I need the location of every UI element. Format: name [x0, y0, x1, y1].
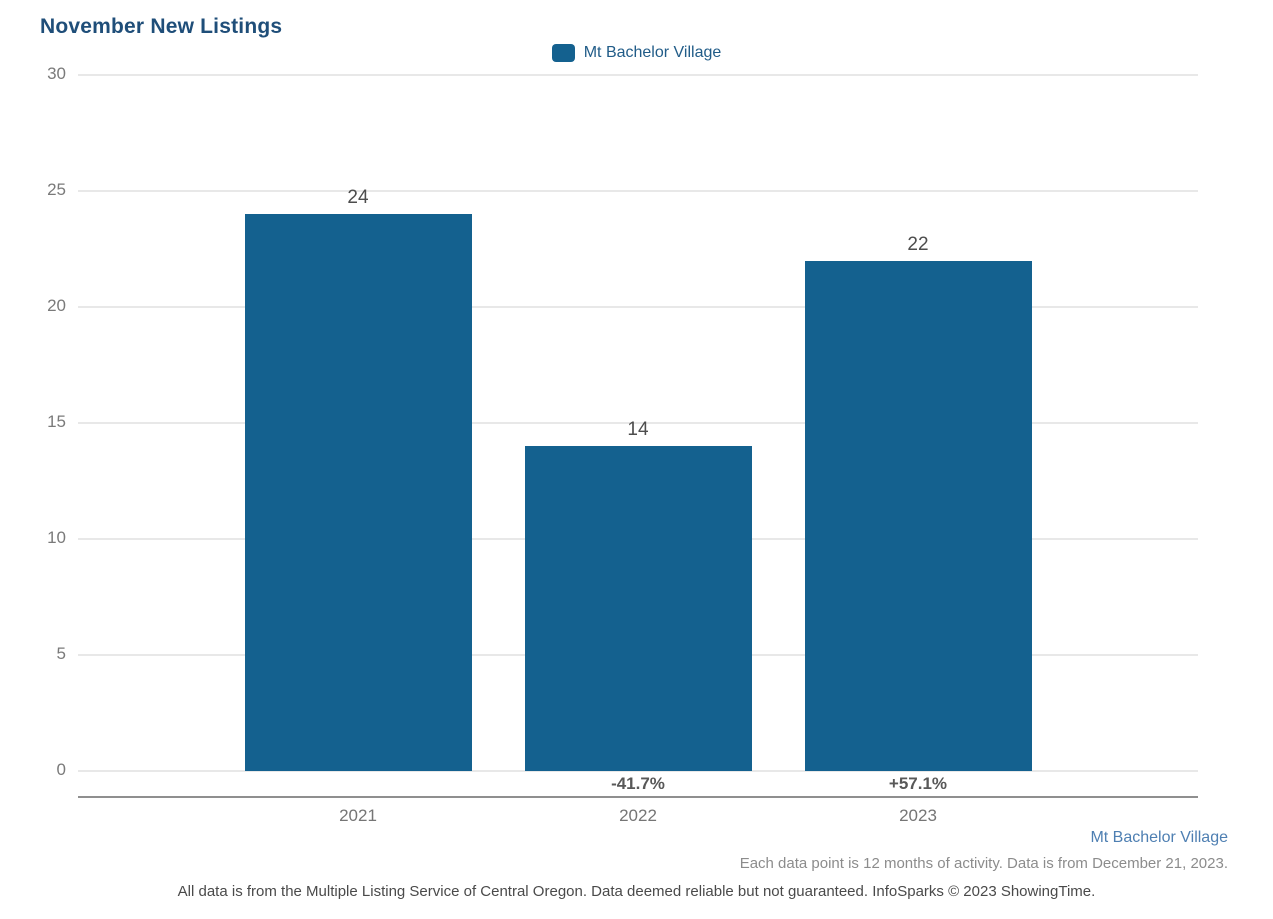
bar-2022[interactable]: [524, 446, 752, 771]
legend-swatch-icon: [551, 44, 575, 62]
bar-2021[interactable]: [244, 214, 472, 771]
legend-label: Mt Bachelor Village: [583, 44, 722, 61]
bar-value-label: 24: [347, 187, 369, 209]
x-axis-category-label: 2021: [339, 806, 377, 825]
y-axis-tick-label: 0: [56, 760, 66, 779]
pct-change-label: +57.1%: [888, 774, 948, 793]
y-axis-tick-label: 5: [56, 644, 66, 663]
x-axis-category-label: 2023: [899, 806, 937, 825]
y-axis-tick-label: 15: [47, 412, 66, 431]
data-note: Each data point is 12 months of activity…: [739, 855, 1228, 872]
y-axis-tick-label: 25: [47, 180, 66, 199]
pct-change-label: -41.7%: [611, 774, 665, 793]
series-link[interactable]: Mt Bachelor Village: [1090, 829, 1228, 846]
plot-area: 24 14 22: [78, 74, 1198, 772]
bar-value-label: 22: [907, 233, 929, 255]
y-axis-tick-label: 30: [47, 64, 66, 83]
x-axis-line: [78, 796, 1198, 798]
legend-item[interactable]: Mt Bachelor Village: [0, 44, 1273, 62]
gridline: [78, 190, 1198, 192]
bar-2023[interactable]: [804, 260, 1032, 771]
gridline: [78, 770, 1198, 772]
gridline: [78, 306, 1198, 308]
y-axis-tick-label: 10: [47, 528, 66, 547]
gridline: [78, 74, 1198, 76]
page-title: November New Listings: [40, 15, 283, 38]
disclaimer-note: All data is from the Multiple Listing Se…: [177, 883, 1096, 900]
bar-value-label: 14: [627, 419, 649, 441]
gridline: [78, 422, 1198, 424]
x-axis-category-label: 2022: [619, 806, 657, 825]
y-axis-tick-label: 20: [47, 296, 66, 315]
